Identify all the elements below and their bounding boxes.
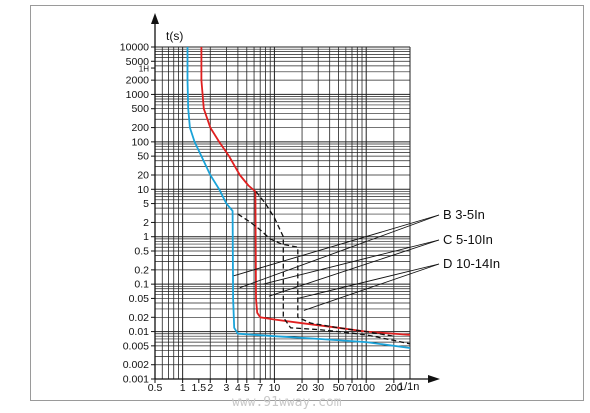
y-tick-label: 0.2 bbox=[134, 264, 149, 276]
x-tick-label: 0.5 bbox=[148, 382, 163, 394]
outer-border bbox=[30, 5, 584, 401]
x-tick-label: 1 bbox=[180, 382, 186, 394]
annotation-label: C 5-10In bbox=[443, 232, 493, 247]
curve-3 bbox=[255, 191, 411, 345]
y-tick-label: 0.5 bbox=[134, 245, 149, 257]
y-tick-label: 20 bbox=[137, 170, 149, 182]
y-tick-label: 0.01 bbox=[129, 326, 150, 338]
curve-1 bbox=[186, 47, 411, 349]
annotation-label: D 10-14In bbox=[443, 256, 500, 271]
x-tick-label: 100 bbox=[357, 382, 375, 394]
y-tick-label: 0.001 bbox=[123, 374, 149, 386]
y-tick-label: 200 bbox=[131, 122, 149, 134]
x-tick-label: 3 bbox=[224, 382, 230, 394]
annotation-leader bbox=[297, 263, 440, 299]
annotations: B 3-5In C 5-10In D 10-14In bbox=[233, 207, 500, 311]
y-tick-label: 2 bbox=[143, 217, 149, 229]
grid bbox=[155, 46, 411, 380]
y-tick-label: 500 bbox=[131, 103, 149, 115]
annotation-leader bbox=[233, 214, 440, 277]
y-tick-label: 100 bbox=[131, 136, 149, 148]
y-tick-label: 1000 bbox=[126, 89, 150, 101]
x-tick-label: 1.5 bbox=[191, 382, 206, 394]
curves bbox=[186, 47, 411, 349]
watermark: www.91wway.com bbox=[232, 395, 342, 410]
x-tick-label: 200 bbox=[385, 382, 403, 394]
y-tick-label: 5000 bbox=[126, 56, 150, 68]
y-tick-label: 0.1 bbox=[134, 279, 149, 291]
y-tick-label: 10000 bbox=[120, 42, 149, 54]
x-tick-labels: 0.5 1 1.5 2 3 4 5 7 10 20 30 50 70 100 200 bbox=[148, 379, 403, 394]
x-tick-label: 5 bbox=[244, 382, 250, 394]
annotation-leader bbox=[262, 239, 440, 285]
y-tick-label: 1H bbox=[139, 65, 149, 74]
x-axis-label: 1/1n bbox=[398, 381, 419, 393]
x-tick-label: 4 bbox=[235, 382, 241, 394]
annotation-label: B 3-5In bbox=[443, 207, 485, 222]
x-tick-label: 20 bbox=[296, 382, 308, 394]
y-tick-label: 0.05 bbox=[129, 293, 150, 305]
x-tick-label: 30 bbox=[312, 382, 324, 394]
annotation-leader bbox=[239, 214, 440, 289]
x-tick-label: 2 bbox=[207, 382, 213, 394]
y-tick-label: 0.005 bbox=[123, 340, 149, 352]
curve-2 bbox=[200, 47, 411, 336]
x-tick-label: 70 bbox=[346, 382, 358, 394]
y-tick-label: 5 bbox=[143, 198, 149, 210]
y-tick-label: 10 bbox=[137, 184, 149, 196]
x-tick-label: 10 bbox=[269, 382, 281, 394]
x-tick-label: 7 bbox=[257, 382, 263, 394]
y-tick-label: 50 bbox=[137, 151, 149, 163]
y-tick-label: 1 bbox=[143, 231, 149, 243]
x-axis-arrow bbox=[428, 375, 440, 383]
y-tick-label: 0.002 bbox=[123, 359, 149, 371]
y-axis-label: t(s) bbox=[166, 29, 183, 43]
y-tick-label: 0.02 bbox=[129, 312, 150, 324]
y-tick-label: 2000 bbox=[126, 75, 150, 87]
x-tick-label: 50 bbox=[333, 382, 345, 394]
annotation-leader bbox=[268, 239, 440, 297]
y-axis-arrow bbox=[151, 13, 159, 24]
annotation-leader bbox=[303, 263, 440, 311]
